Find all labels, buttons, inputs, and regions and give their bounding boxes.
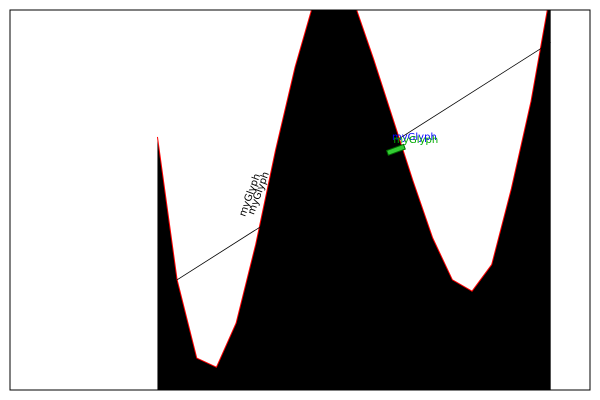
frame (9, 9, 591, 391)
glyph (385, 143, 406, 156)
annotation: myGlyph (392, 132, 437, 143)
line (176, 41, 551, 281)
area (157, 10, 551, 390)
area-edge (156, 10, 548, 368)
annotation: myGlyph (393, 135, 438, 146)
